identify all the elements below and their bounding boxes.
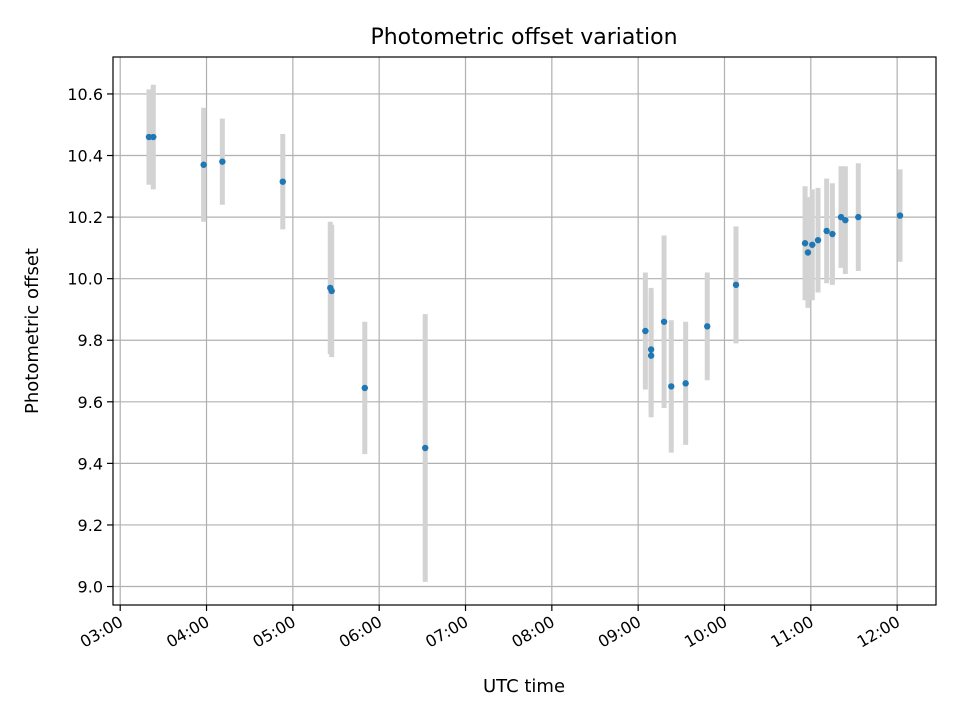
x-tick-label: 05:00 (249, 612, 298, 652)
x-tick-label: 06:00 (336, 612, 385, 652)
y-tick-label: 9.0 (78, 578, 103, 597)
y-tick-label: 9.2 (78, 516, 103, 535)
y-tick-label: 10.4 (67, 147, 103, 166)
x-tick-label: 07:00 (422, 612, 471, 652)
data-point (829, 230, 836, 238)
data-point (732, 281, 740, 289)
grid (113, 57, 936, 605)
y-tick-label: 9.8 (78, 331, 103, 350)
y-axis-label: Photometric offset (22, 248, 43, 414)
y-tick-label: 10.2 (67, 208, 103, 227)
data-point (855, 213, 862, 221)
y-tick-label: 9.6 (78, 393, 103, 412)
data-point (647, 346, 655, 353)
data-point (809, 241, 816, 248)
x-axis: 03:00 04:00 05:00 06:00 07:00 08:00 09:00 10:00… (77, 605, 903, 652)
data-point (704, 323, 711, 330)
data-point (647, 352, 655, 359)
data-point (328, 287, 335, 295)
x-axis-label: UTC time (483, 676, 565, 697)
y-axis: 9.0 9.2 9.4 9.6 9.8 10.0 10.2 10.4 10.6 (67, 85, 113, 597)
x-tick-label: 03:00 (77, 612, 126, 652)
data-point (200, 161, 207, 168)
data-point (660, 318, 668, 325)
data-point (814, 236, 822, 244)
x-tick-label: 11:00 (767, 612, 816, 652)
data-point (642, 327, 649, 335)
data-point (422, 444, 429, 452)
errorbars (146, 84, 903, 582)
x-tick-label: 10:00 (681, 612, 730, 652)
chart-title: Photometric offset variation (370, 25, 677, 50)
data-point (801, 240, 809, 247)
y-tick-label: 10.6 (67, 85, 103, 104)
data-point (682, 380, 689, 387)
data-point (842, 216, 849, 224)
data-point (279, 178, 286, 185)
data-point (668, 383, 675, 390)
data-points (145, 133, 904, 452)
y-tick-label: 9.4 (78, 454, 103, 473)
data-point (219, 158, 226, 165)
data-point (823, 227, 830, 235)
plot-frame (112, 56, 937, 606)
x-tick-label: 09:00 (595, 612, 644, 652)
data-point (150, 133, 157, 141)
data-point (361, 384, 368, 392)
data-point (804, 249, 812, 256)
y-tick-label: 10.0 (67, 270, 103, 289)
x-tick-label: 12:00 (854, 612, 903, 652)
data-point (896, 212, 904, 219)
x-tick-label: 08:00 (508, 612, 557, 652)
x-tick-label: 04:00 (163, 612, 212, 652)
